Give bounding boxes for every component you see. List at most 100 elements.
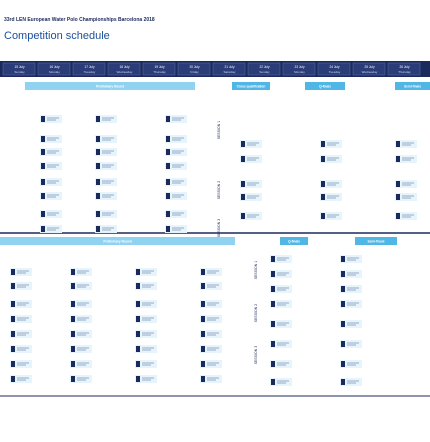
day-cell	[72, 62, 106, 76]
match-line	[102, 214, 111, 216]
match-flag	[71, 376, 75, 382]
match-line	[327, 195, 339, 197]
match-flag	[271, 361, 275, 367]
match-line	[172, 196, 181, 198]
phase-bar	[395, 82, 430, 90]
match-block	[95, 162, 117, 170]
match-line	[47, 214, 56, 216]
match-block	[240, 193, 262, 201]
match-flag	[11, 331, 15, 337]
day-date: 16 July	[49, 65, 60, 69]
match-line	[247, 182, 259, 184]
match-flag	[166, 226, 170, 232]
match-line	[17, 364, 26, 366]
match-block	[165, 192, 187, 200]
match-block	[135, 282, 157, 290]
day-weekday: Wednesday	[117, 70, 133, 74]
match-block	[10, 300, 32, 308]
match-line	[207, 270, 219, 272]
match-line	[347, 289, 356, 291]
match-line	[277, 344, 286, 346]
match-flag	[341, 256, 345, 262]
match-line	[327, 159, 336, 161]
day-date: 25 July	[364, 65, 375, 69]
match-flag	[166, 193, 170, 199]
match-flag	[71, 269, 75, 275]
match-flag	[41, 136, 45, 142]
match-block	[40, 148, 62, 156]
match-line	[207, 319, 216, 321]
match-line	[17, 302, 29, 304]
match-line	[247, 157, 259, 159]
match-block	[340, 378, 362, 386]
match-block	[70, 360, 92, 368]
match-line	[142, 364, 151, 366]
match-line	[17, 334, 26, 336]
match-line	[247, 159, 256, 161]
match-flag	[166, 211, 170, 217]
match-block	[40, 210, 62, 218]
match-block	[135, 330, 157, 338]
match-line	[172, 139, 181, 141]
match-flag	[71, 361, 75, 367]
match-line	[47, 212, 59, 214]
match-flag	[271, 286, 275, 292]
phase-bar	[25, 82, 195, 90]
match-line	[17, 362, 29, 364]
match-block	[340, 255, 362, 263]
match-line	[277, 259, 286, 261]
match-line	[347, 274, 356, 276]
match-block	[200, 375, 222, 383]
match-flag	[241, 213, 245, 219]
match-line	[277, 302, 289, 304]
match-flag	[201, 376, 205, 382]
match-line	[277, 289, 286, 291]
day-weekday: Friday	[190, 70, 199, 74]
phase-label: Q-finals	[319, 84, 331, 88]
match-line	[172, 214, 181, 216]
match-line	[347, 287, 359, 289]
match-block	[340, 285, 362, 293]
match-line	[247, 197, 256, 199]
match-block	[320, 193, 342, 201]
match-block	[270, 378, 292, 386]
match-block	[270, 270, 292, 278]
match-block	[165, 178, 187, 186]
match-block	[165, 225, 187, 233]
match-block	[320, 140, 342, 148]
match-flag	[136, 283, 140, 289]
match-line	[77, 332, 89, 334]
day-weekday: Sunday	[259, 70, 270, 74]
match-flag	[71, 283, 75, 289]
match-line	[347, 380, 359, 382]
match-line	[142, 286, 151, 288]
day-cell	[2, 62, 36, 76]
day-date: 23 July	[294, 65, 305, 69]
match-line	[102, 182, 111, 184]
match-line	[207, 286, 216, 288]
match-line	[277, 324, 286, 326]
match-line	[277, 364, 286, 366]
match-flag	[321, 141, 325, 147]
match-line	[402, 216, 411, 218]
match-line	[142, 319, 151, 321]
phase-label: Cross qualification	[237, 84, 266, 88]
match-flag	[166, 116, 170, 122]
session-label: SESSION 2	[217, 181, 221, 200]
day-cell	[282, 62, 316, 76]
match-line	[102, 194, 114, 196]
match-line	[102, 137, 114, 139]
match-line	[327, 216, 336, 218]
match-block	[270, 340, 292, 348]
event-title: 33rd LEN European Water Polo Championshi…	[4, 17, 155, 23]
match-block	[340, 300, 362, 308]
match-line	[102, 164, 114, 166]
match-block	[270, 320, 292, 328]
match-flag	[136, 269, 140, 275]
match-line	[142, 270, 154, 272]
match-flag	[136, 331, 140, 337]
match-block	[270, 285, 292, 293]
match-line	[277, 304, 286, 306]
match-flag	[136, 316, 140, 322]
match-block	[165, 162, 187, 170]
